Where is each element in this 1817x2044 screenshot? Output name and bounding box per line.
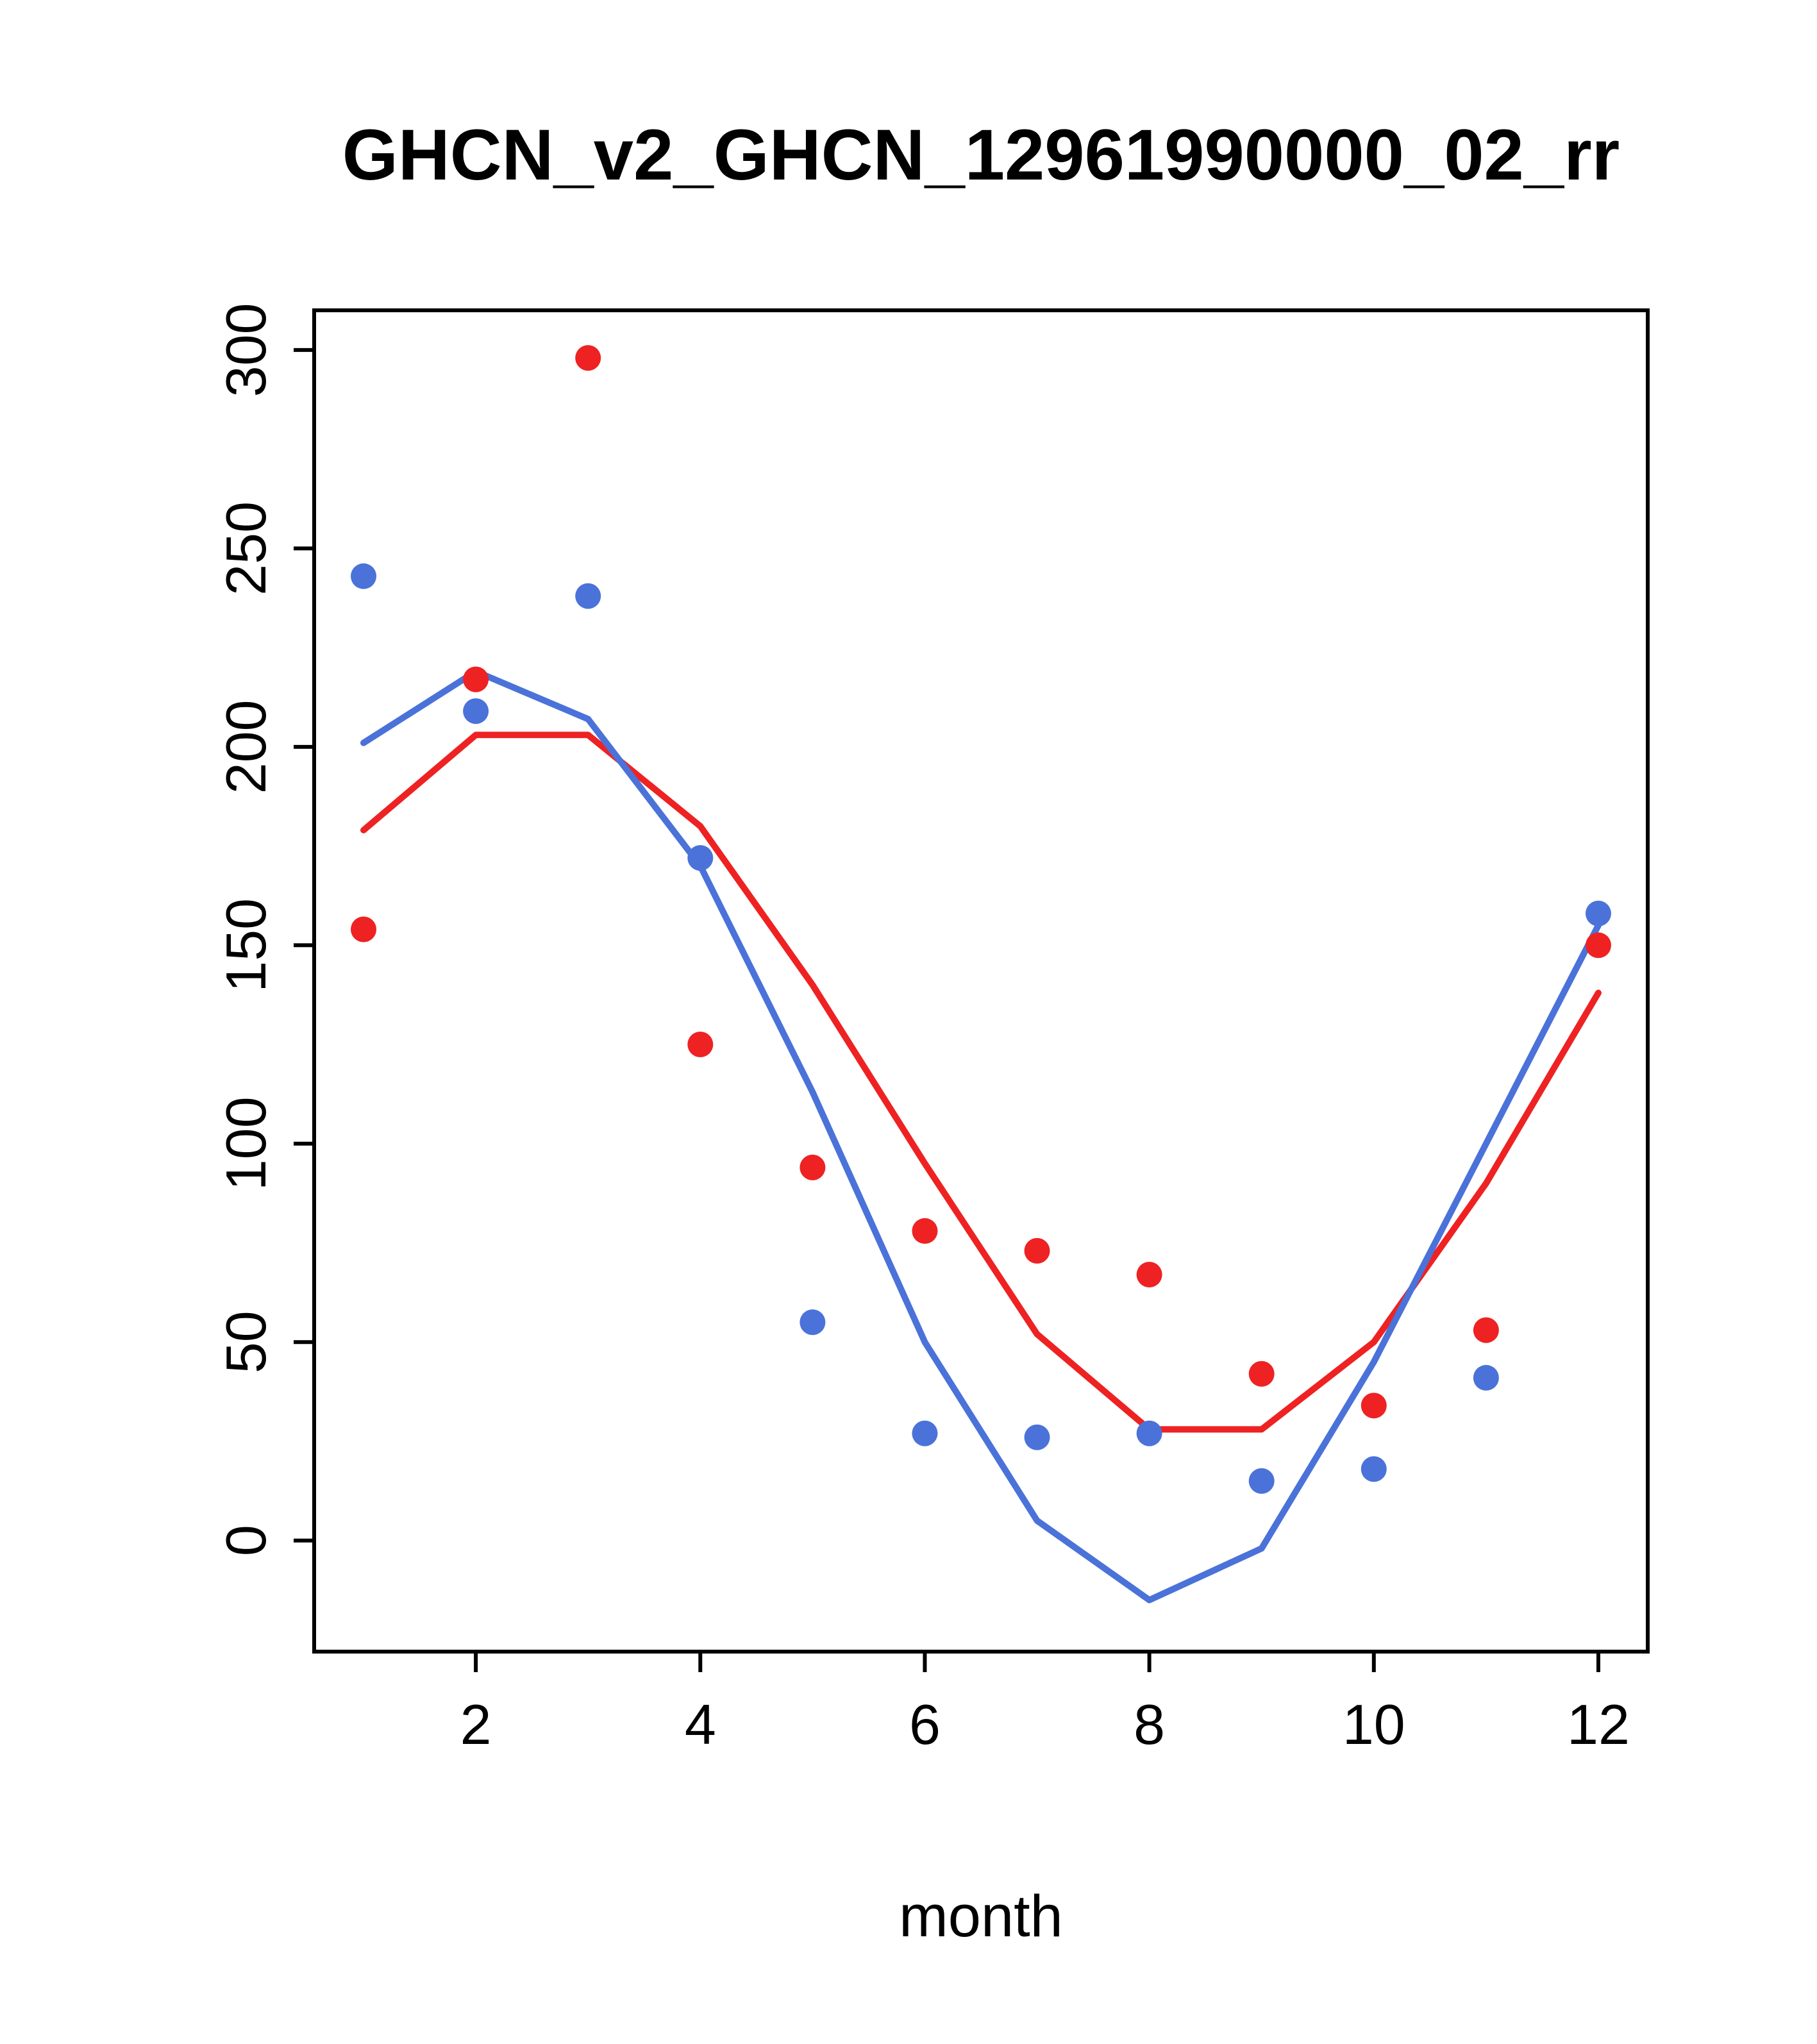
point-blue-points-m9 <box>1248 1468 1275 1494</box>
point-red-points-m3 <box>575 345 601 371</box>
series-blue-line <box>360 668 1602 1604</box>
point-red-points-m6 <box>912 1218 938 1244</box>
point-red-points-m2 <box>463 666 489 692</box>
y-tick-label: 300 <box>214 303 278 397</box>
point-blue-points-m5 <box>800 1309 826 1336</box>
point-blue-points-m6 <box>912 1420 938 1446</box>
point-red-points-m5 <box>800 1154 826 1180</box>
point-red-points-m1 <box>351 916 377 942</box>
point-blue-points-m11 <box>1473 1364 1499 1391</box>
point-blue-points-m3 <box>575 583 601 609</box>
series-red-line <box>360 732 1602 1433</box>
point-red-points-m11 <box>1473 1317 1499 1343</box>
point-blue-points-m8 <box>1136 1420 1162 1446</box>
y-tick-label: 150 <box>214 898 278 993</box>
y-tick-label: 250 <box>214 501 278 596</box>
y-tick-label: 50 <box>214 1311 278 1373</box>
point-red-points-m10 <box>1361 1393 1387 1419</box>
y-tick-label: 200 <box>214 699 278 794</box>
x-tick-label: 2 <box>460 1693 492 1756</box>
x-tick-label: 12 <box>1567 1693 1630 1756</box>
y-tick-label: 100 <box>214 1096 278 1191</box>
point-red-points-m12 <box>1585 932 1611 959</box>
point-red-points-m7 <box>1024 1237 1050 1264</box>
point-red-points-m9 <box>1248 1361 1275 1387</box>
axes: 2 4 6 8 10 12 0 50 100 150 200 250 300 <box>214 303 1630 1756</box>
x-tick-label: 8 <box>1134 1693 1165 1756</box>
plot-border <box>312 308 1650 1654</box>
point-red-points-m8 <box>1136 1262 1162 1288</box>
point-blue-points-m1 <box>351 563 377 589</box>
point-blue-points-m12 <box>1585 900 1611 926</box>
x-tick-label: 4 <box>685 1693 716 1756</box>
point-red-points-m4 <box>687 1032 714 1058</box>
point-blue-points-m10 <box>1361 1456 1387 1482</box>
y-tick-label: 0 <box>214 1525 278 1556</box>
x-tick-label: 6 <box>909 1693 941 1756</box>
point-blue-points-m7 <box>1024 1424 1050 1450</box>
x-axis-label: month <box>899 1884 1063 1949</box>
chart-title: GHCN_v2_GHCN_12961990000_02_rr <box>342 115 1620 195</box>
series-group <box>351 345 1611 1604</box>
x-tick-label: 10 <box>1343 1693 1405 1756</box>
point-blue-points-m4 <box>687 845 714 871</box>
point-blue-points-m2 <box>463 698 489 725</box>
